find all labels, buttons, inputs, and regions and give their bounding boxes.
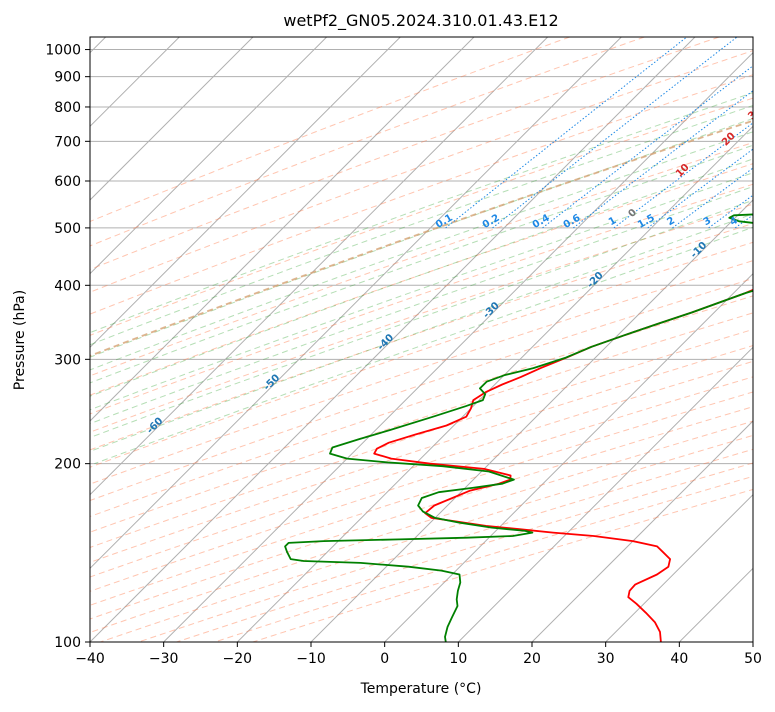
- y-axis-label: Pressure (hPa): [12, 290, 28, 390]
- x-tick-label: −20: [223, 651, 253, 667]
- y-tick-label: 300: [54, 352, 81, 368]
- y-tick-label: 200: [54, 457, 81, 473]
- x-tick-label: −30: [149, 651, 179, 667]
- y-tick-label: 600: [54, 174, 81, 190]
- x-tick-label: 0: [380, 651, 389, 667]
- y-tick-label: 700: [54, 134, 81, 150]
- x-tick-label: 40: [670, 651, 688, 667]
- chart-title: wetPf2_GN05.2024.310.01.43.E12: [283, 11, 558, 31]
- y-tick-label: 400: [54, 278, 81, 294]
- y-tick-label: 800: [54, 100, 81, 116]
- y-tick-label: 1000: [45, 43, 81, 59]
- x-tick-label: −10: [296, 651, 326, 667]
- y-tick-label: 900: [54, 70, 81, 86]
- x-tick-label: 30: [597, 651, 615, 667]
- y-tick-label: 100: [54, 635, 81, 651]
- x-tick-label: 50: [744, 651, 762, 667]
- y-tick-label: 500: [54, 221, 81, 237]
- x-tick-label: 10: [449, 651, 467, 667]
- x-axis-label: Temperature (°C): [360, 681, 482, 697]
- x-tick-label: 20: [523, 651, 541, 667]
- x-tick-label: −40: [75, 651, 105, 667]
